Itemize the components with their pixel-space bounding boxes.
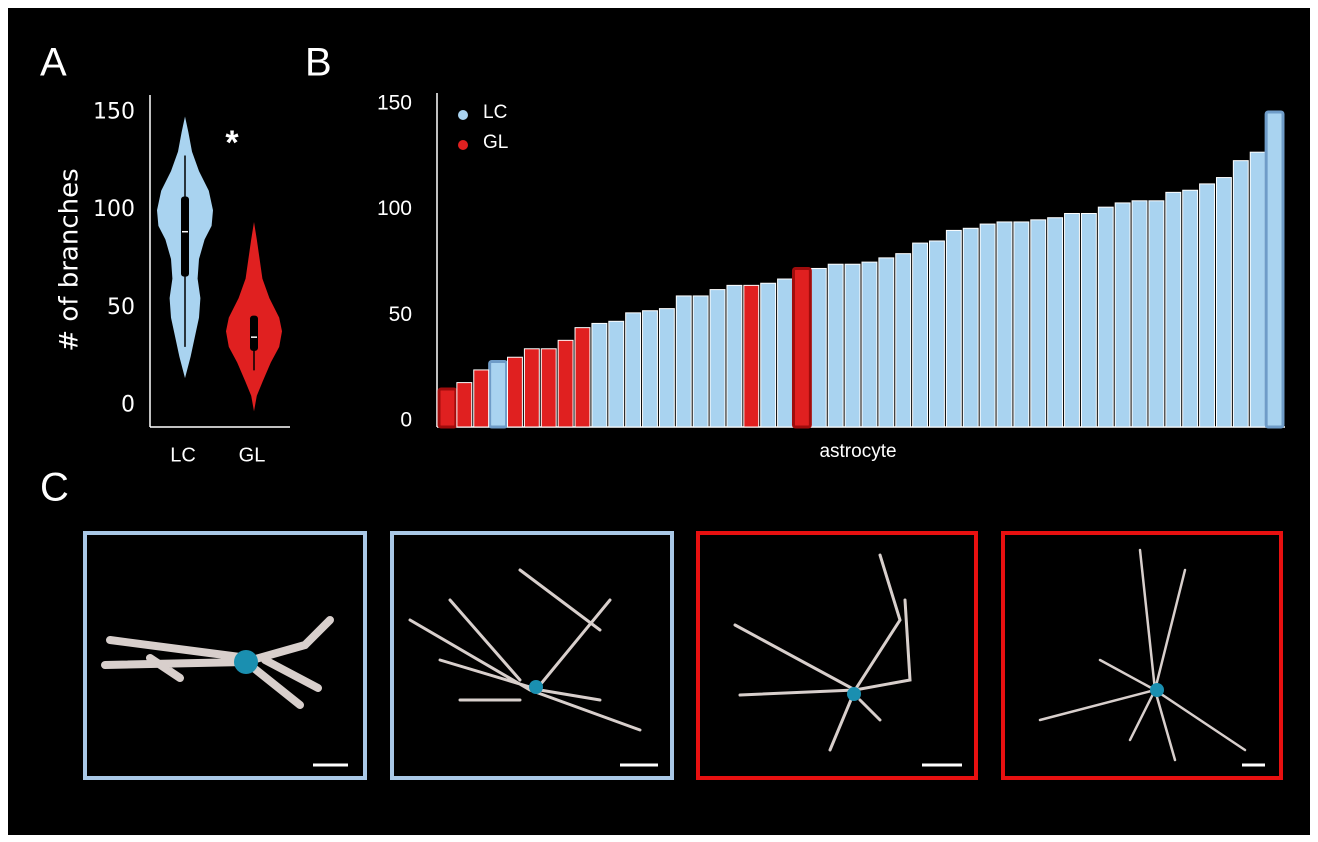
- legend-marker: [458, 140, 468, 150]
- bar: [1065, 213, 1080, 427]
- y-tick-label: 0: [400, 409, 412, 432]
- bar: [1216, 178, 1231, 427]
- bar: [930, 241, 945, 427]
- bar: [845, 264, 860, 427]
- bar: [490, 361, 507, 427]
- bar: [508, 357, 523, 427]
- bar: [439, 389, 456, 427]
- bar: [676, 296, 691, 427]
- panel-label: C: [40, 466, 69, 510]
- bar: [980, 224, 995, 427]
- bar: [1031, 220, 1046, 427]
- box: [181, 197, 189, 277]
- bar: [727, 285, 742, 427]
- bar: [643, 311, 658, 427]
- legend-label: LC: [483, 102, 507, 123]
- bar: [1014, 222, 1029, 427]
- bar: [1233, 161, 1248, 427]
- y-tick-label: 50: [107, 295, 135, 320]
- y-tick-label: 0: [121, 393, 135, 418]
- bar: [1081, 213, 1096, 427]
- bar: [1115, 203, 1130, 427]
- bar: [1048, 218, 1063, 427]
- y-tick-label: 100: [377, 197, 412, 220]
- x-tick-label: LC: [170, 444, 196, 466]
- y-tick-label: 150: [377, 91, 412, 114]
- bar: [524, 349, 539, 427]
- bar: [1098, 207, 1113, 427]
- bar: [913, 243, 928, 427]
- bar: [609, 321, 624, 427]
- bar: [1266, 112, 1283, 427]
- bar: [778, 279, 793, 427]
- annotation: *: [225, 124, 239, 162]
- bar: [744, 285, 759, 427]
- y-tick-label: 150: [93, 100, 135, 125]
- figure: A B C 0 50 100 150 # of branches * LC GL 0 50 100 1…: [0, 0, 1318, 842]
- panel-label: B: [305, 41, 332, 85]
- bar: [659, 309, 674, 427]
- bar: [879, 258, 894, 427]
- bar: [710, 290, 725, 427]
- x-axis-label: astrocyte: [819, 441, 896, 462]
- bar: [457, 383, 472, 427]
- bar: [541, 349, 556, 427]
- bar: [862, 262, 877, 427]
- bar: [592, 323, 607, 427]
- bar: [896, 254, 911, 427]
- bar: [828, 264, 843, 427]
- bar: [811, 268, 826, 427]
- panel-label: A: [40, 41, 67, 85]
- bar: [693, 296, 708, 427]
- bar: [761, 283, 776, 427]
- bar: [1132, 201, 1147, 427]
- bar: [1250, 152, 1265, 427]
- bar: [575, 328, 590, 427]
- bar: [963, 228, 978, 427]
- bar: [626, 313, 641, 427]
- bar: [1200, 184, 1215, 427]
- bar: [997, 222, 1012, 427]
- y-tick-label: 100: [93, 197, 135, 222]
- bar: [1183, 190, 1198, 427]
- bar: [474, 370, 489, 427]
- legend-marker: [458, 110, 468, 120]
- bar: [558, 340, 573, 427]
- bar: [793, 268, 810, 427]
- legend-label: GL: [483, 132, 508, 153]
- y-tick-label: 50: [389, 303, 412, 326]
- bar: [1166, 192, 1181, 427]
- y-axis-label: # of branches: [55, 168, 85, 351]
- bar: [1149, 201, 1164, 427]
- bar: [946, 230, 961, 427]
- box: [250, 316, 258, 351]
- x-tick-label: GL: [239, 444, 266, 466]
